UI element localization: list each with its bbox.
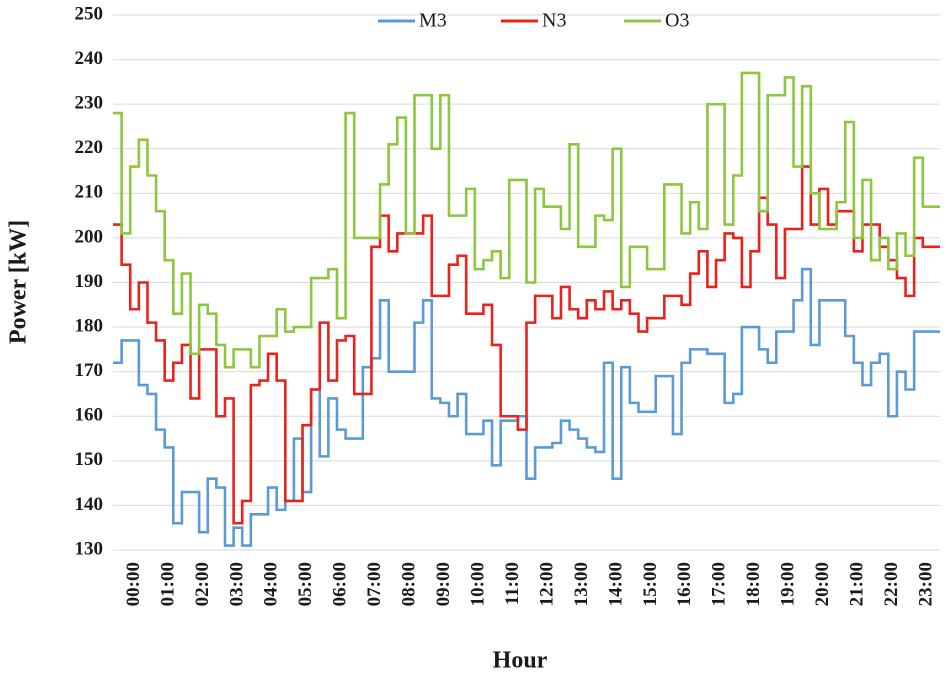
y-tick-label: 150 [75, 449, 104, 470]
x-tick-label: 19:00 [778, 562, 799, 606]
x-tick-label: 02:00 [192, 562, 213, 606]
x-tick-label: 12:00 [536, 562, 557, 606]
y-tick-label: 200 [75, 226, 104, 247]
x-tick-label: 15:00 [640, 562, 661, 606]
x-tick-label: 20:00 [812, 562, 833, 606]
x-tick-label: 10:00 [467, 562, 488, 606]
series-line [113, 71, 940, 369]
x-axis-label: Hour [493, 648, 548, 674]
x-tick-label: 00:00 [123, 562, 144, 606]
y-tick-label: 180 [75, 315, 104, 336]
y-tick-label: 210 [75, 182, 104, 203]
legend-text: O3 [665, 10, 689, 32]
y-tick-label: 160 [75, 405, 104, 426]
x-tick-label: 05:00 [295, 562, 316, 606]
legend-text: M3 [419, 10, 447, 32]
y-tick-label: 130 [75, 538, 104, 559]
x-tick-label: 03:00 [226, 562, 247, 606]
x-tick-label: 01:00 [157, 562, 178, 606]
x-tick-label: 21:00 [847, 562, 868, 606]
y-axis-label: Power [kW] [6, 220, 32, 344]
x-tick-label: 23:00 [915, 562, 936, 606]
y-tick-label: 170 [75, 360, 104, 381]
y-tick-label: 230 [75, 93, 104, 114]
x-tick-label: 22:00 [881, 562, 902, 606]
y-tick-label: 240 [75, 48, 104, 69]
y-tick-label: 190 [75, 271, 104, 292]
series-line [113, 165, 940, 525]
x-tick-label: 09:00 [433, 562, 454, 606]
y-tick-label: 250 [75, 3, 104, 24]
x-tick-label: 04:00 [261, 562, 282, 606]
y-tick-label: 140 [75, 494, 104, 515]
x-tick-label: 17:00 [709, 562, 730, 606]
x-tick-label: 14:00 [605, 562, 626, 606]
y-tick-label: 220 [75, 137, 104, 158]
x-tick-label: 18:00 [743, 562, 764, 606]
legend-text: N3 [542, 10, 566, 32]
x-tick-label: 06:00 [330, 562, 351, 606]
x-tick-label: 11:00 [502, 562, 523, 605]
x-tick-label: 08:00 [399, 562, 420, 606]
x-tick-label: 16:00 [674, 562, 695, 606]
x-tick-label: 13:00 [571, 562, 592, 606]
x-tick-label: 07:00 [364, 562, 385, 606]
